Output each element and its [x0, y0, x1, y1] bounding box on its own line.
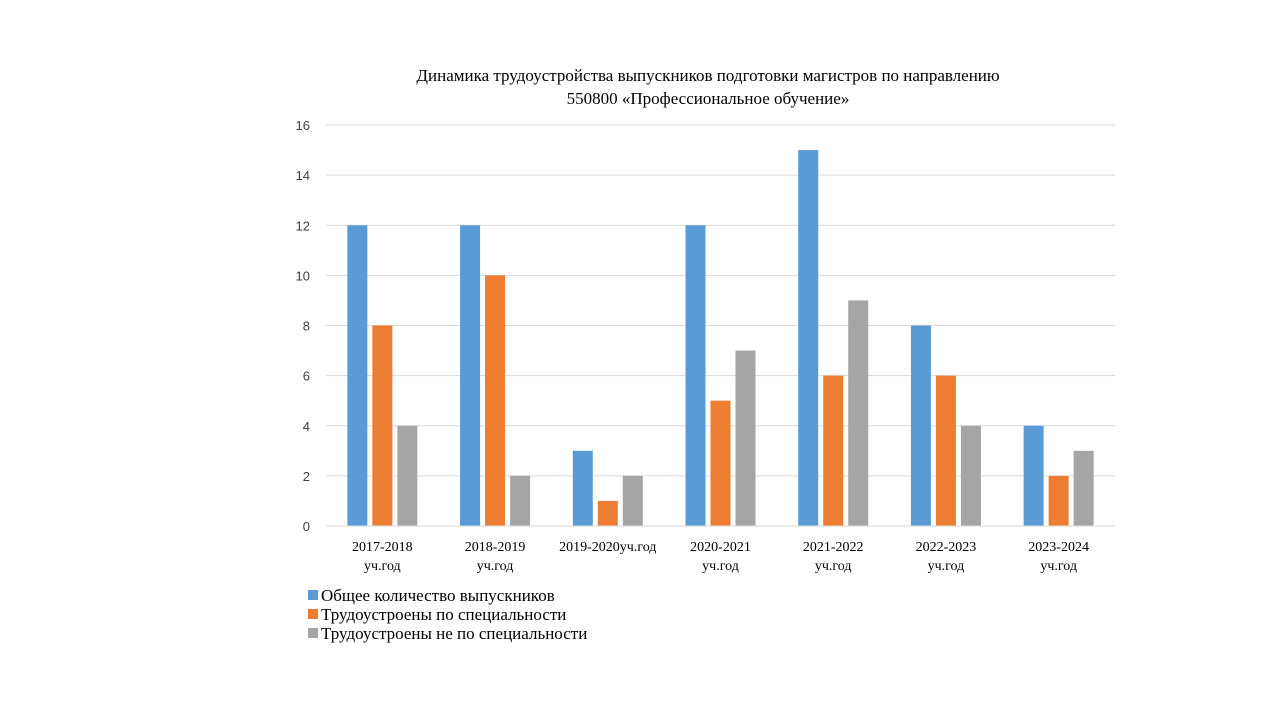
- y-tick-label: 0: [303, 519, 310, 534]
- bars: [347, 150, 1094, 526]
- bar-1-2019-2020уч.год: [572, 450, 593, 526]
- x-tick-label: 2021-2022: [803, 540, 864, 555]
- bar-1-2020-2021: [685, 225, 706, 526]
- x-axis: 2017-2018 уч.год 2018-2019 уч.год 2019-2020у…: [326, 525, 1115, 574]
- x-tick-label: 2019-2020уч.год: [559, 540, 656, 555]
- bar-3-2023-2024: [1073, 450, 1094, 526]
- bar-1-2022-2023: [910, 325, 931, 526]
- legend-label-2: Трудоустроены по специальности: [321, 605, 566, 624]
- x-tick-label: 2017-2018: [352, 540, 413, 555]
- bar-1-2017-2018: [347, 225, 368, 526]
- legend-swatch-2: [308, 609, 318, 619]
- x-tick-label: уч.год: [702, 559, 739, 574]
- gridlines: [326, 124, 1115, 527]
- y-tick-label: 6: [303, 369, 310, 384]
- y-tick-label: 14: [296, 168, 310, 183]
- bar-3-2019-2020уч.год: [622, 475, 643, 526]
- x-tick-label: 2020-2021: [690, 540, 751, 555]
- y-axis: 0 2 4 6 8 10 12 14 16: [296, 118, 310, 534]
- bar-3-2020-2021: [735, 350, 756, 526]
- bar-2-2021-2022: [823, 375, 844, 526]
- y-tick-label: 4: [303, 419, 310, 434]
- y-tick-label: 12: [296, 218, 310, 233]
- x-tick-label: 2023-2024: [1028, 540, 1089, 555]
- bar-2-2019-2020уч.год: [597, 500, 618, 526]
- x-tick-label: уч.год: [477, 559, 514, 574]
- bar-1-2018-2019: [460, 225, 481, 526]
- y-tick-label: 16: [296, 118, 310, 133]
- y-tick-label: 10: [296, 268, 310, 283]
- chart-title-line-2: 550800 «Профессиональное обучение»: [567, 89, 850, 108]
- bar-2-2023-2024: [1048, 475, 1069, 526]
- chart-title: Динамика трудоустройства выпускников под…: [416, 66, 999, 108]
- bar-1-2021-2022: [798, 150, 819, 526]
- bar-3-2017-2018: [397, 425, 418, 526]
- bar-2-2022-2023: [935, 375, 956, 526]
- legend-swatch-1: [308, 590, 318, 600]
- chart-title-line-1: Динамика трудоустройства выпускников под…: [416, 66, 999, 85]
- bar-1-2023-2024: [1023, 425, 1044, 526]
- bar-3-2021-2022: [848, 300, 869, 526]
- x-tick-label: уч.год: [928, 559, 965, 574]
- legend: Общее количество выпускниковТрудоустроен…: [308, 586, 587, 643]
- legend-label-1: Общее количество выпускников: [321, 586, 555, 605]
- x-tick-label: 2022-2023: [916, 540, 977, 555]
- bar-2-2017-2018: [372, 325, 393, 526]
- legend-label-3: Трудоустроены не по специальности: [321, 624, 587, 643]
- y-tick-label: 2: [303, 469, 310, 484]
- y-tick-label: 8: [303, 319, 310, 334]
- bar-3-2022-2023: [960, 425, 981, 526]
- bar-2-2018-2019: [485, 275, 506, 526]
- legend-swatch-3: [308, 628, 318, 638]
- x-tick-label: 2018-2019: [465, 540, 526, 555]
- x-tick-label: уч.год: [364, 559, 401, 574]
- bar-3-2018-2019: [510, 475, 531, 526]
- x-tick-label: уч.год: [815, 559, 852, 574]
- x-tick-label: уч.год: [1040, 559, 1077, 574]
- bar-2-2020-2021: [710, 400, 731, 526]
